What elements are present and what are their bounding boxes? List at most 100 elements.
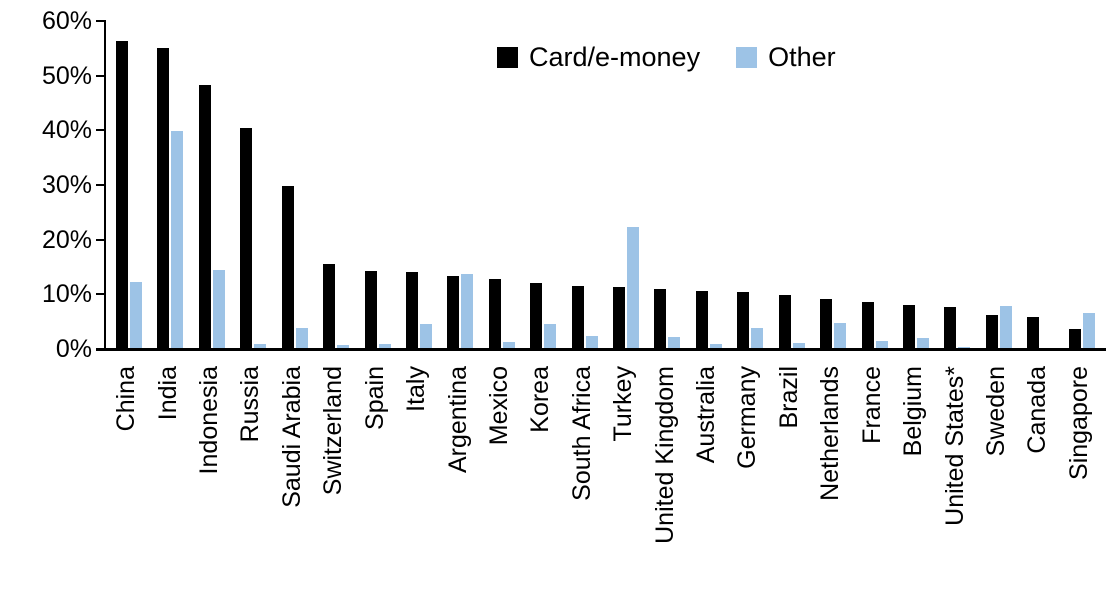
x-axis-label: Brazil xyxy=(769,366,810,592)
bar-card-e-money xyxy=(530,282,542,349)
bar-other xyxy=(379,343,391,349)
x-axis-label-text: Singapore xyxy=(1064,366,1093,480)
x-axis-label: Indonesia xyxy=(189,366,230,592)
x-axis-label: South Africa xyxy=(562,366,603,592)
y-axis-label: 30% xyxy=(41,171,92,199)
y-axis-label: 10% xyxy=(41,280,92,309)
x-axis-line xyxy=(96,348,1106,351)
x-axis-label: Spain xyxy=(355,366,396,592)
x-axis-label-text: United Kingdom xyxy=(650,366,679,544)
x-axis-label-text: Sweden xyxy=(981,366,1010,457)
bar-card-e-money xyxy=(737,291,749,349)
y-axis-tick xyxy=(96,293,106,296)
legend-label-other: Other xyxy=(768,42,836,72)
x-axis-label-text: Argentina xyxy=(443,366,472,474)
x-axis-label: Netherlands xyxy=(810,366,851,592)
bar-card-e-money xyxy=(489,279,501,349)
x-axis-label-text: Belgium xyxy=(899,366,928,457)
bar-card-e-money xyxy=(1027,317,1039,349)
bar-other xyxy=(296,327,308,349)
y-axis-label: 0% xyxy=(55,335,92,363)
legend-label-card-e-money: Card/e-money xyxy=(529,42,701,72)
x-axis-label-text: Korea xyxy=(526,366,555,433)
legend-swatch-card-e-money xyxy=(497,47,518,68)
bar-other xyxy=(130,281,142,349)
bar-other xyxy=(586,336,598,349)
bar-other xyxy=(337,344,349,349)
x-axis-label: Sweden xyxy=(976,366,1017,592)
x-axis-label: United States* xyxy=(934,366,975,592)
x-axis-label-text: Australia xyxy=(692,366,721,464)
x-axis-label-text: Saudi Arabia xyxy=(277,366,306,508)
x-axis-label: China xyxy=(106,366,147,592)
x-axis-label: Saudi Arabia xyxy=(272,366,313,592)
bar-other xyxy=(1083,313,1095,349)
x-axis-label: United Kingdom xyxy=(644,366,685,592)
bar-other xyxy=(420,323,432,349)
bar-other xyxy=(461,274,473,349)
bar-card-e-money xyxy=(157,47,169,349)
x-axis-label-text: India xyxy=(153,366,182,421)
bar-card-e-money xyxy=(820,299,832,349)
y-axis-label: 40% xyxy=(41,116,92,145)
bar-card-e-money xyxy=(986,314,998,349)
bar-card-e-money xyxy=(779,294,791,349)
bar-other xyxy=(876,340,888,349)
x-axis-label-text: Indonesia xyxy=(195,366,224,475)
x-axis-label: Turkey xyxy=(603,366,644,592)
bar-card-e-money xyxy=(447,276,459,349)
chart-legend: Card/e-money Other xyxy=(497,42,836,73)
x-axis-label-text: Mexico xyxy=(484,366,513,446)
y-axis-label: 20% xyxy=(41,225,92,254)
bar-other xyxy=(917,338,929,349)
x-axis-label: Australia xyxy=(686,366,727,592)
x-axis-label: Switzerland xyxy=(313,366,354,592)
x-axis-label-text: Brazil xyxy=(774,366,803,429)
y-axis-label: 60% xyxy=(41,7,92,35)
bar-other xyxy=(503,342,515,349)
bar-card-e-money xyxy=(613,286,625,349)
y-axis-line xyxy=(104,21,106,349)
bar-other xyxy=(213,269,225,349)
x-axis-label: Russia xyxy=(230,366,271,592)
bar-card-e-money xyxy=(323,263,335,349)
x-axis-label-text: Germany xyxy=(733,366,762,469)
bar-card-e-money xyxy=(406,271,418,349)
bar-card-e-money xyxy=(903,305,915,349)
bar-card-e-money xyxy=(365,271,377,349)
x-axis-label-text: Russia xyxy=(236,366,265,443)
x-axis-label: Singapore xyxy=(1059,366,1100,592)
x-axis-label: Belgium xyxy=(893,366,934,592)
x-axis-label-text: South Africa xyxy=(567,366,596,501)
x-axis-label-text: Netherlands xyxy=(816,366,845,501)
x-axis-label-text: France xyxy=(857,366,886,444)
bar-other xyxy=(254,343,266,349)
bar-card-e-money xyxy=(116,41,128,349)
y-axis-tick xyxy=(96,129,106,132)
x-axis-label-text: Turkey xyxy=(609,366,638,442)
x-axis-label-text: Italy xyxy=(402,366,431,412)
x-axis-label: Italy xyxy=(396,366,437,592)
bar-card-e-money xyxy=(696,290,708,349)
bar-card-e-money xyxy=(1069,328,1081,349)
legend-item-card-e-money: Card/e-money xyxy=(497,42,700,73)
x-axis-label-text: Canada xyxy=(1023,366,1052,454)
x-axis-label-text: United States* xyxy=(940,366,969,526)
bar-other xyxy=(1000,305,1012,349)
x-axis-label: Mexico xyxy=(479,366,520,592)
x-axis-label: India xyxy=(147,366,188,592)
y-axis-label: 50% xyxy=(41,61,92,90)
legend-item-other: Other xyxy=(736,42,836,73)
y-axis-tick xyxy=(96,238,106,241)
bar-other xyxy=(544,323,556,349)
bar-card-e-money xyxy=(240,127,252,349)
x-axis-label: Korea xyxy=(520,366,561,592)
bar-card-e-money xyxy=(282,186,294,349)
x-axis-label-text: China xyxy=(112,366,141,432)
bar-other xyxy=(751,327,763,349)
bar-card-e-money xyxy=(199,84,211,349)
bar-other xyxy=(668,336,680,349)
y-axis-tick xyxy=(96,20,106,22)
x-axis-label: Canada xyxy=(1017,366,1058,592)
bar-other xyxy=(171,131,183,349)
